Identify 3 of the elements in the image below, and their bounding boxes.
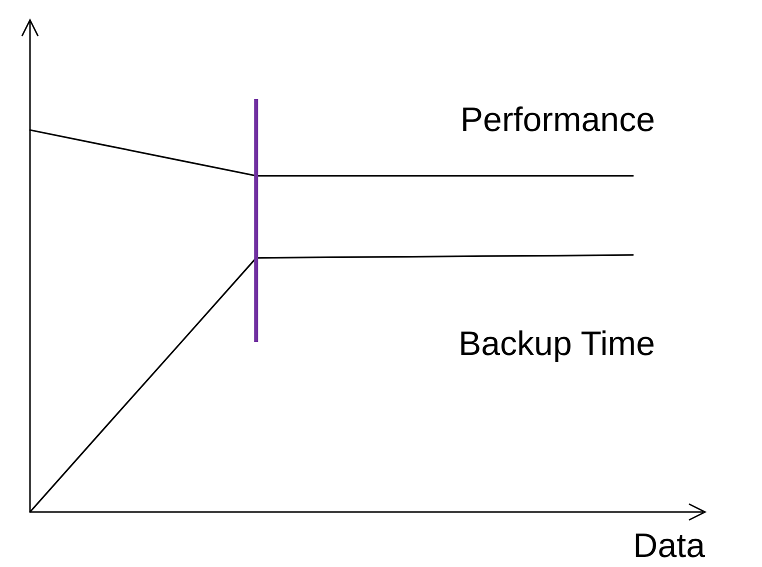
text: Backup Time — [458, 324, 655, 363]
x-axis-title: Data — [633, 527, 706, 565]
series-label: Performance — [460, 100, 655, 139]
